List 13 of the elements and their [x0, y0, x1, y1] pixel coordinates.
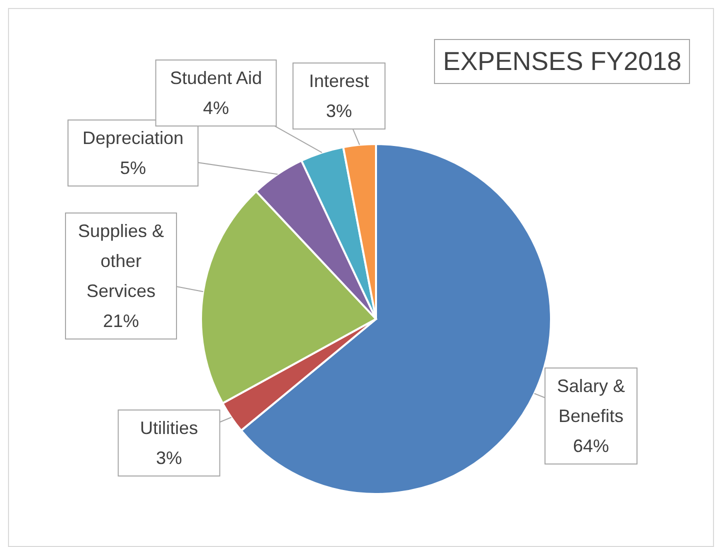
chart-title: EXPENSES FY2018	[434, 39, 690, 84]
data-label: 64%	[572, 436, 610, 456]
slice-label: Student Aid	[170, 68, 262, 88]
data-label: 3%	[326, 101, 352, 121]
data-label: 3%	[156, 448, 182, 468]
slice-label: Interest	[308, 71, 370, 91]
slice-label: Depreciation	[82, 128, 184, 148]
slice-label: Salary & Benefits	[556, 376, 626, 426]
slice-label: Utilities	[140, 418, 198, 438]
slice-label: Supplies & other Services	[78, 221, 164, 301]
data-label: 5%	[120, 158, 146, 178]
data-label: 4%	[202, 98, 230, 118]
data-label: 21%	[102, 311, 140, 331]
